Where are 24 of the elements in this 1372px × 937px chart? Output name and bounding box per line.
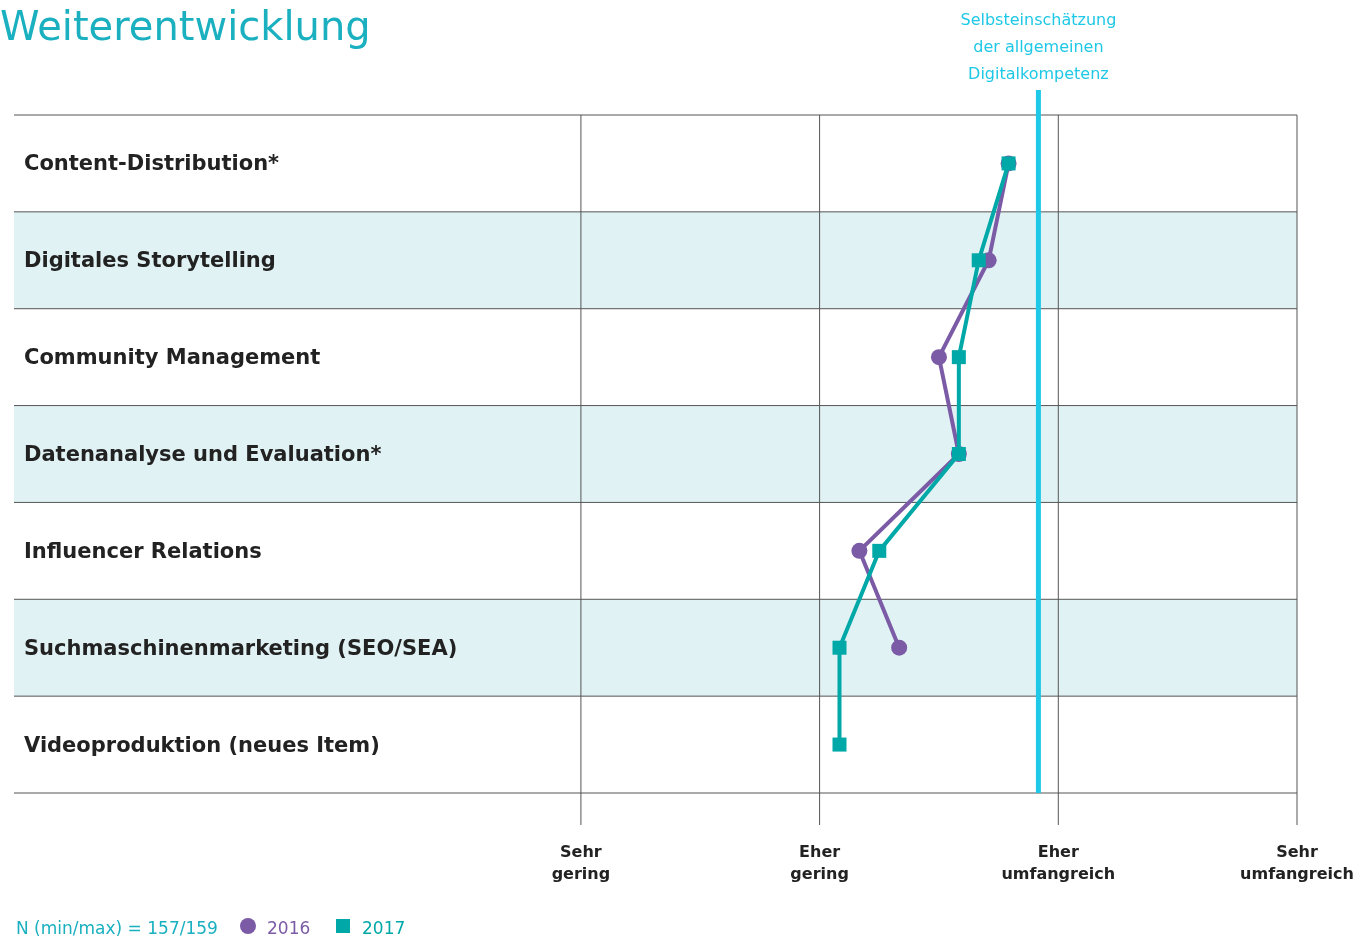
- ref-line-label: Selbsteinschätzung der allgemeinen Digitalkompetenz: [960, 10, 1117, 83]
- ref-line-label: Sehr umfangreich: [1240, 842, 1354, 883]
- legend-label: 2017: [362, 918, 406, 937]
- ref-line-label: Eher gering: [790, 842, 849, 883]
- point: [872, 543, 887, 558]
- y-tick-label: Datenanalyse und Evaluation*: [24, 442, 382, 466]
- point: [930, 349, 947, 366]
- point: [832, 640, 847, 655]
- y-tick-label: Content-Distribution*: [24, 151, 280, 176]
- text: N (min/max) = 157/159: [16, 918, 218, 937]
- y-tick-label: Digitales Storytelling: [24, 248, 276, 273]
- legend-label: 2016: [267, 918, 311, 937]
- point: [891, 639, 908, 656]
- ref-line-label: Eher umfangreich: [1001, 842, 1116, 883]
- y-tick-label: Influencer Relations: [24, 538, 262, 563]
- point: [832, 737, 847, 752]
- y-tick-label: Suchmaschinenmarketing (SEO/SEA): [24, 635, 458, 660]
- point: [971, 253, 986, 268]
- y-tick-label: Community Management: [24, 345, 321, 370]
- y-tick-label: Videoproduktion (neues Item): [24, 732, 380, 757]
- ref-line-label: Sehr gering: [551, 842, 611, 883]
- point: [951, 350, 966, 365]
- point: [851, 542, 868, 559]
- chart-title: Weiterentwicklung: [0, 3, 371, 49]
